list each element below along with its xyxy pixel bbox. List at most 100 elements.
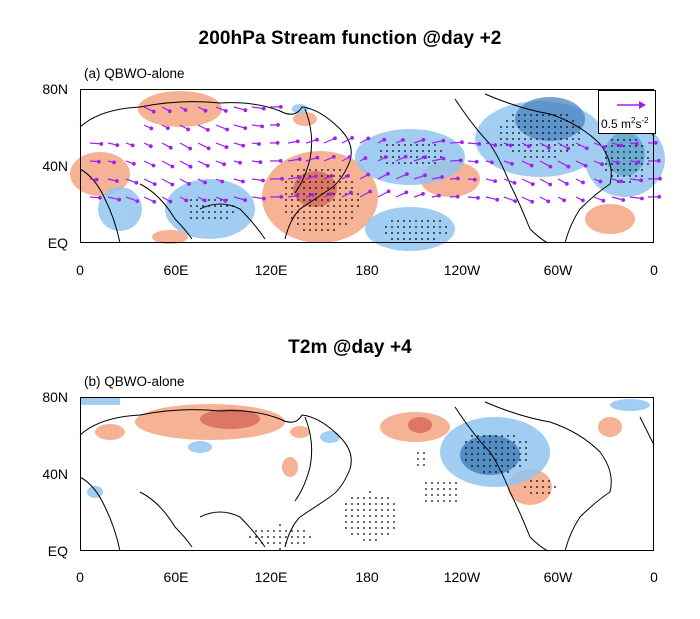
stipple-dot	[339, 211, 341, 213]
vector-arrow	[251, 196, 264, 200]
stipple-dot	[220, 205, 222, 207]
vector-head	[382, 137, 387, 142]
stipple-dot	[255, 530, 257, 532]
reference-vector-legend: 0.5 m2s-2	[598, 90, 656, 134]
stipple-dot	[605, 169, 607, 171]
stipple-dot	[261, 530, 263, 532]
stipple-dot	[501, 441, 503, 443]
stipple-dot	[512, 114, 514, 116]
vector-head	[278, 158, 283, 163]
stipple-dot	[548, 156, 550, 158]
stipple-dot	[629, 169, 631, 171]
stipple-dot	[261, 536, 263, 538]
stipple-dot	[333, 229, 335, 231]
x-tick-60e: 60E	[163, 569, 189, 585]
stipple-dot	[303, 211, 305, 213]
vector-head	[149, 126, 154, 131]
stipple-dot	[369, 509, 371, 511]
stipple-dot	[471, 459, 473, 461]
stipple-dot	[285, 536, 287, 538]
vector-head	[548, 164, 553, 169]
stipple-dot	[249, 536, 251, 538]
vector-head	[621, 198, 626, 202]
stipple-dot	[345, 503, 347, 505]
vector-head	[640, 196, 644, 201]
x-tick-120e: 120E	[254, 262, 288, 278]
stipple-dot	[428, 144, 430, 146]
stipple-dot	[548, 132, 550, 134]
stipple-dot	[507, 453, 509, 455]
stipple-dot	[421, 220, 423, 222]
vector-head	[275, 141, 280, 145]
stipple-dot	[397, 232, 399, 234]
stipple-dot	[393, 515, 395, 517]
stipple-dot	[635, 163, 637, 165]
vector-head	[240, 179, 245, 184]
x-tick-0-end: 0	[650, 569, 658, 585]
stipple-dot	[327, 217, 329, 219]
stipple-dot	[297, 542, 299, 544]
stipple-dot	[196, 205, 198, 207]
stipple-dot	[417, 464, 419, 466]
stipple-dot	[291, 205, 293, 207]
stipple-dot	[309, 205, 311, 207]
vector-head	[276, 123, 280, 127]
stipple-dot	[512, 138, 514, 140]
stipple-dot	[483, 435, 485, 437]
stipple-dot	[214, 199, 216, 201]
panel-a-label: (a) QBWO-alone	[84, 66, 185, 81]
stipple-dot	[443, 488, 445, 490]
stipple-dot	[315, 205, 317, 207]
stipple-dot	[611, 151, 613, 153]
vector-head	[220, 179, 225, 184]
stipple-dot	[214, 211, 216, 213]
stipple-dot	[333, 211, 335, 213]
vector-head	[261, 178, 265, 183]
stipple-dot	[315, 199, 317, 201]
stipple-dot	[506, 138, 508, 140]
stipple-dot	[327, 181, 329, 183]
stipple-dot	[369, 521, 371, 523]
stipple-dot	[381, 521, 383, 523]
stipple-dot	[425, 482, 427, 484]
stipple-dot	[525, 441, 527, 443]
stipple-dot	[578, 126, 580, 128]
stipple-dot	[321, 169, 323, 171]
stipple-dot	[483, 471, 485, 473]
stipple-dot	[530, 138, 532, 140]
vector-head	[295, 193, 300, 198]
stipple-dot	[303, 187, 305, 189]
stipple-dot	[327, 169, 329, 171]
stipple-dot	[578, 132, 580, 134]
stipple-dot	[507, 441, 509, 443]
stipple-dot	[518, 126, 520, 128]
stipple-dot	[542, 492, 544, 494]
stipple-dot	[375, 509, 377, 511]
stipple-dot	[623, 157, 625, 159]
vector-head	[421, 191, 425, 196]
stipple-dot	[291, 536, 293, 538]
vector-head	[495, 197, 500, 202]
vector-head	[581, 198, 585, 203]
x-tick-60w: 60W	[543, 262, 573, 278]
stipple-dot	[404, 162, 406, 164]
x-tick-0: 0	[76, 262, 84, 278]
stipple-dot	[202, 211, 204, 213]
stipple-dot	[327, 211, 329, 213]
stipple-dot	[363, 497, 365, 499]
stipple-dot	[285, 205, 287, 207]
vector-head	[261, 196, 266, 201]
vector-head	[530, 182, 535, 186]
x-tick-0-end: 0	[650, 262, 658, 278]
stipple-dot	[202, 217, 204, 219]
stipple-dot	[605, 163, 607, 165]
stipple-dot	[554, 126, 556, 128]
stipple-dot	[369, 539, 371, 541]
stipple-dot	[387, 497, 389, 499]
stipple-dot	[386, 162, 388, 164]
stipple-dot	[623, 169, 625, 171]
stipple-dot	[267, 542, 269, 544]
stipple-dot	[641, 151, 643, 153]
stipple-dot	[572, 138, 574, 140]
stipple-dot	[495, 453, 497, 455]
